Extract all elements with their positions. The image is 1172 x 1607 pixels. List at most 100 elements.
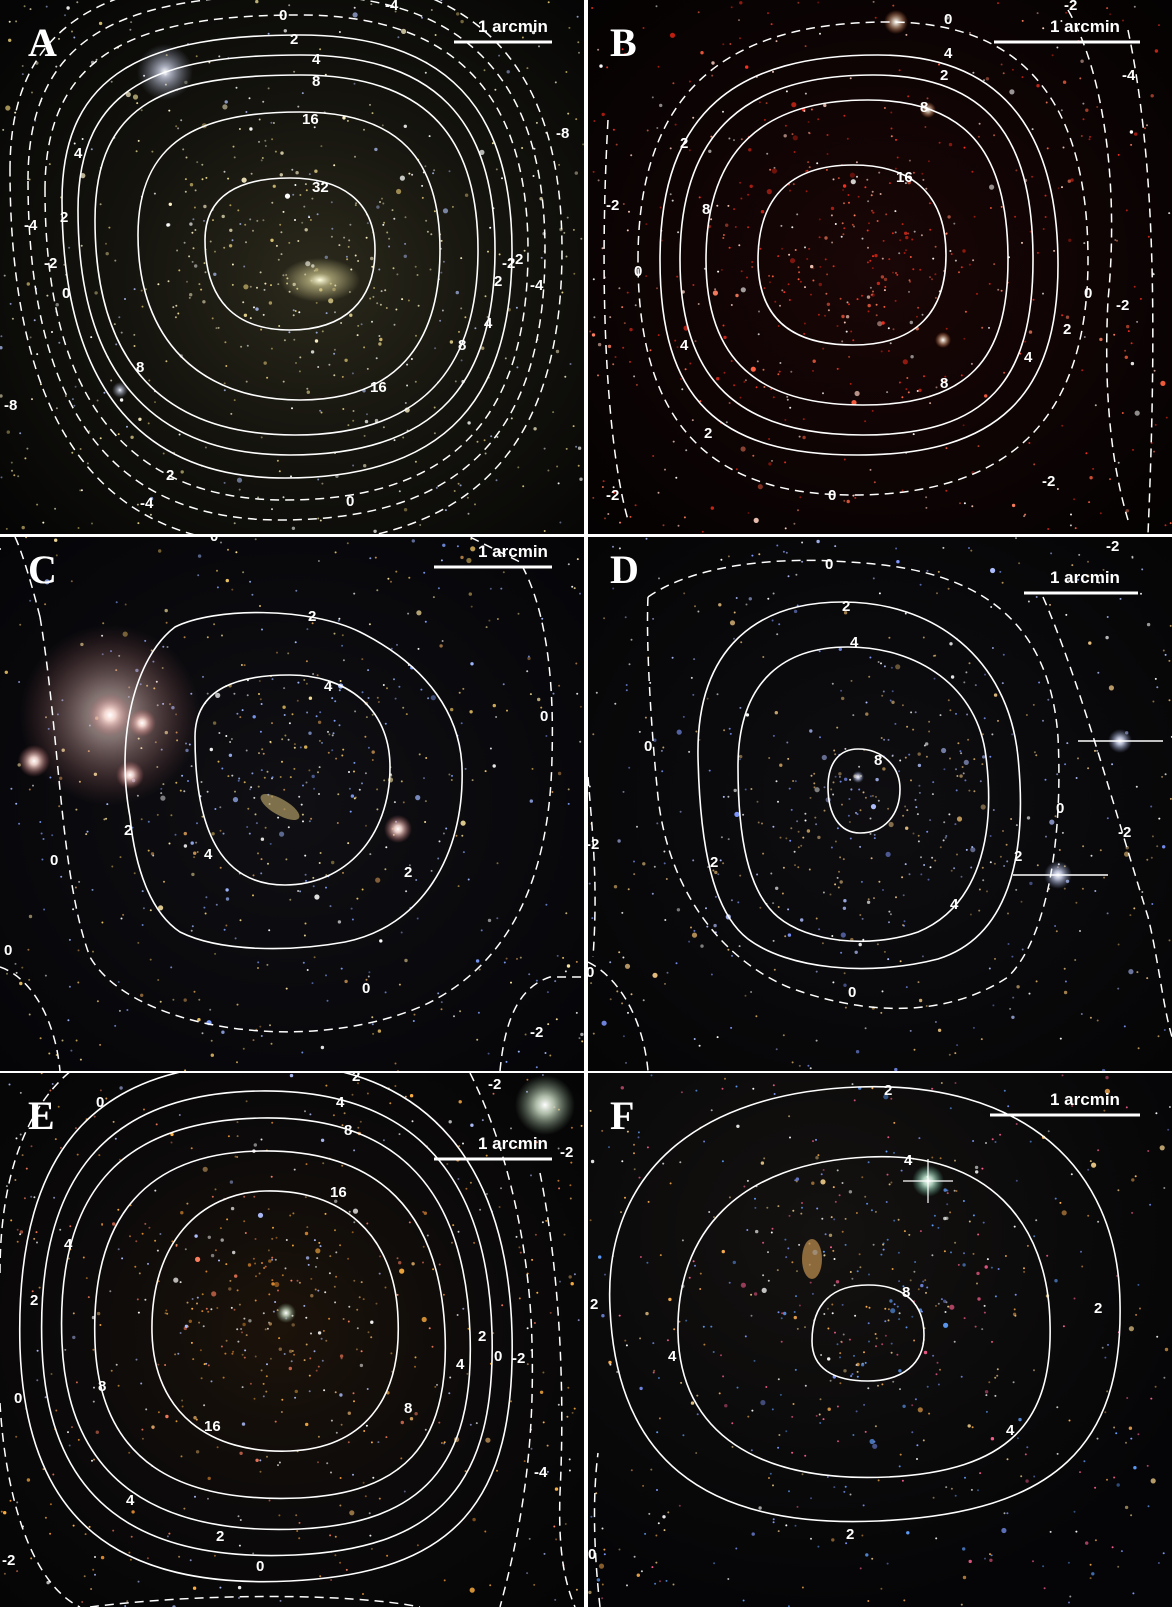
star-point xyxy=(308,1374,311,1377)
star-point xyxy=(1031,175,1034,178)
star-point xyxy=(118,1158,121,1161)
star-point xyxy=(268,1259,272,1263)
star-point xyxy=(933,677,936,680)
star-point xyxy=(74,1127,77,1130)
star-point xyxy=(993,134,996,137)
star-point xyxy=(177,127,180,130)
star-point xyxy=(1036,864,1039,867)
star-point xyxy=(492,1092,495,1095)
star-point xyxy=(989,184,995,190)
star-point xyxy=(30,1145,33,1148)
star-point xyxy=(871,190,874,193)
star-point xyxy=(197,554,202,558)
star-point xyxy=(373,287,376,289)
star-point xyxy=(832,1249,835,1252)
star-point xyxy=(812,359,816,363)
star-point xyxy=(864,1027,867,1030)
star-point xyxy=(826,302,831,306)
star-point xyxy=(786,395,789,398)
star-point xyxy=(851,400,857,406)
star-point xyxy=(676,729,682,735)
star-point xyxy=(599,64,603,68)
star-point xyxy=(546,1470,549,1473)
svg-text:-4: -4 xyxy=(24,217,38,234)
star-point xyxy=(659,103,663,108)
star-point xyxy=(262,1395,265,1398)
star-point xyxy=(784,935,787,938)
star-point xyxy=(0,335,3,338)
star-point xyxy=(287,826,290,829)
star-point xyxy=(220,1238,224,1242)
star-point xyxy=(204,912,207,915)
star-point xyxy=(278,1347,282,1351)
star-point xyxy=(448,1120,452,1124)
star-point xyxy=(262,100,265,103)
star-point xyxy=(592,1032,595,1035)
star-point xyxy=(313,1350,316,1353)
star-point xyxy=(1004,1255,1007,1257)
star-point xyxy=(222,832,225,835)
star-point xyxy=(880,1011,883,1014)
star-point xyxy=(904,182,907,185)
svg-text:4: 4 xyxy=(904,1152,913,1169)
star-point xyxy=(962,1263,966,1267)
star-point xyxy=(945,447,948,450)
star-point xyxy=(794,1524,797,1527)
star-point xyxy=(1024,1453,1027,1456)
star-point xyxy=(994,1141,997,1143)
star-point xyxy=(430,233,433,236)
star-point xyxy=(1125,1441,1127,1444)
star-point xyxy=(333,1285,336,1288)
star-point xyxy=(385,1436,388,1439)
star-point xyxy=(730,304,733,306)
star-point xyxy=(664,919,667,921)
star-point xyxy=(316,1257,319,1260)
star-point xyxy=(354,710,357,713)
star-point xyxy=(730,6,733,9)
star-point xyxy=(597,179,600,182)
star-point xyxy=(1153,450,1156,453)
star-point xyxy=(832,793,835,796)
star-point xyxy=(271,1121,274,1124)
star-point xyxy=(760,1161,765,1165)
star-point xyxy=(519,956,522,959)
star-point xyxy=(449,1376,452,1379)
star-point xyxy=(826,134,829,136)
star-point xyxy=(1079,1471,1081,1474)
star-point xyxy=(973,758,976,761)
star-point xyxy=(289,776,292,779)
star-point xyxy=(54,1138,57,1141)
star-point xyxy=(723,371,726,374)
star-point xyxy=(819,265,822,268)
star-point xyxy=(747,512,750,514)
star-point xyxy=(170,814,173,817)
svg-text:-4: -4 xyxy=(385,0,399,14)
star-point xyxy=(566,216,569,219)
star-point xyxy=(978,122,981,125)
star-point xyxy=(1026,816,1031,820)
star-point xyxy=(913,1048,916,1051)
star-point xyxy=(769,1472,772,1475)
svg-text:8: 8 xyxy=(874,752,882,769)
star-point xyxy=(90,148,93,151)
star-point xyxy=(871,409,874,412)
star-point xyxy=(990,1266,993,1269)
star-point xyxy=(338,244,341,247)
star-point xyxy=(653,1369,656,1372)
star-point xyxy=(110,379,113,382)
star-point xyxy=(1061,1074,1064,1077)
star-point xyxy=(24,457,27,460)
svg-text:2: 2 xyxy=(166,467,174,484)
star-point xyxy=(293,70,296,73)
star-point xyxy=(361,691,364,694)
star-point xyxy=(1124,851,1130,857)
star-point xyxy=(1135,785,1138,788)
star-point xyxy=(76,1,79,4)
star-point xyxy=(60,875,63,878)
star-point xyxy=(271,776,274,779)
star-point xyxy=(882,690,885,693)
star-point xyxy=(72,1312,75,1315)
star-point xyxy=(351,1231,354,1234)
star-point xyxy=(898,1369,902,1373)
star-point xyxy=(223,170,226,173)
